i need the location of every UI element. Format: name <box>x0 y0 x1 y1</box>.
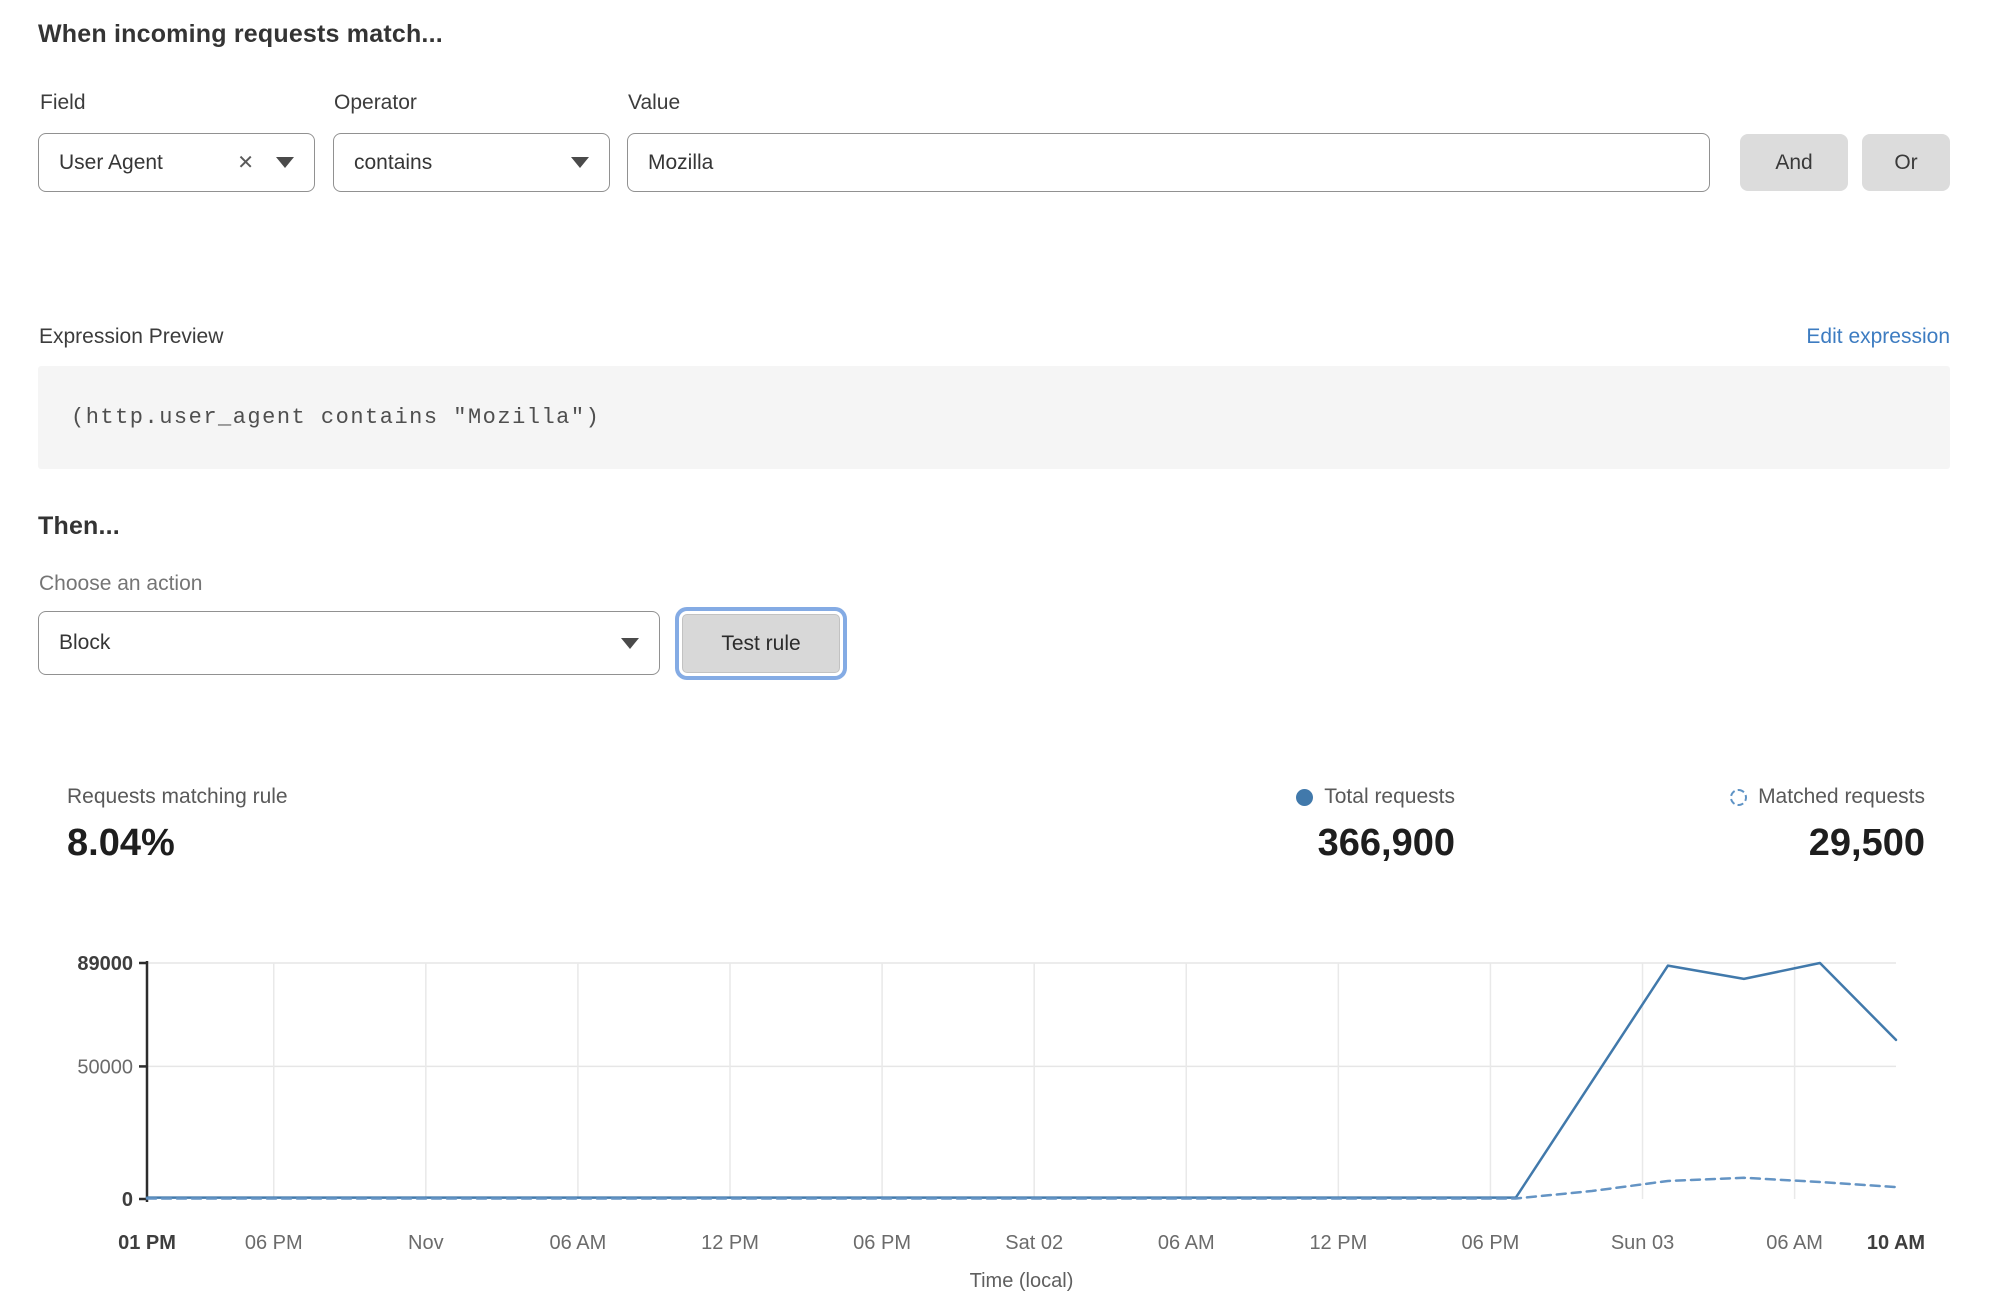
expression-code: (http.user_agent contains "Mozilla") <box>71 405 601 430</box>
page-title: When incoming requests match... <box>38 20 443 48</box>
chevron-down-icon <box>621 637 639 649</box>
clear-field-icon[interactable]: ✕ <box>237 152 254 174</box>
x-tick-label: 06 AM <box>1158 1232 1215 1254</box>
legend-total-requests-icon <box>1296 788 1314 806</box>
y-tick-label: 0 <box>122 1189 133 1211</box>
choose-action-label: Choose an action <box>39 572 203 595</box>
x-tick-label: 06 PM <box>245 1232 303 1254</box>
stat-total-label: Total requests <box>1324 785 1455 808</box>
value-label: Value <box>628 91 681 114</box>
stat-total: Total requests 366,900 <box>1296 785 1455 865</box>
stat-total-value: 366,900 <box>1317 822 1455 864</box>
value-input[interactable] <box>627 133 1710 192</box>
y-tick-label: 89000 <box>77 953 133 975</box>
chevron-down-icon <box>276 157 294 168</box>
operator-select-value: contains <box>354 150 433 174</box>
x-tick-label: 12 PM <box>1309 1232 1367 1254</box>
expression-preview-label: Expression Preview <box>39 325 224 348</box>
field-label: Field <box>40 91 86 114</box>
x-tick-label: 06 AM <box>1766 1232 1823 1254</box>
y-tick-label: 50000 <box>77 1056 133 1078</box>
stat-matching: Requests matching rule 8.04% <box>67 785 288 865</box>
stat-matching-value: 8.04% <box>67 822 175 864</box>
x-tick-label: 01 PM <box>118 1232 176 1254</box>
x-tick-label: 06 PM <box>1462 1232 1520 1254</box>
x-tick-label: Sun 03 <box>1611 1232 1674 1254</box>
operator-label: Operator <box>334 91 417 114</box>
action-select[interactable]: Block <box>38 611 660 675</box>
requests-chart: 0 50000 89000 01 PM 06 PM Nov 06 AM 12 PM 06 PM S… <box>77 953 1925 1292</box>
x-tick-label: 10 AM <box>1867 1232 1925 1254</box>
x-tick-label: Nov <box>408 1232 444 1254</box>
x-tick-label: 12 PM <box>701 1232 759 1254</box>
stat-matched-label: Matched requests <box>1758 785 1925 808</box>
stat-matching-label: Requests matching rule <box>67 785 288 808</box>
x-tick-label: 06 AM <box>550 1232 607 1254</box>
stat-matched-value: 29,500 <box>1808 822 1925 864</box>
and-button[interactable]: And <box>1740 134 1848 191</box>
x-axis-title: Time (local) <box>970 1270 1074 1292</box>
operator-select[interactable]: contains <box>333 133 610 192</box>
or-button[interactable]: Or <box>1862 134 1950 191</box>
legend-matched-requests-icon <box>1730 788 1748 806</box>
action-select-value: Block <box>59 631 111 654</box>
series-line-dashed <box>145 1176 1898 1200</box>
x-tick-label: Sat 02 <box>1005 1232 1063 1254</box>
series-line-solid <box>145 961 1898 1199</box>
stat-matched: Matched requests 29,500 <box>1730 785 1925 865</box>
expression-code-box: (http.user_agent contains "Mozilla") <box>38 366 1950 469</box>
edit-expression-link[interactable]: Edit expression <box>1806 325 1950 348</box>
chevron-down-icon <box>571 157 589 168</box>
test-rule-button[interactable]: Test rule <box>682 614 840 673</box>
then-heading: Then... <box>38 512 120 540</box>
x-tick-label: 06 PM <box>853 1232 911 1254</box>
field-select-value: User Agent <box>59 150 163 174</box>
field-select[interactable]: User Agent ✕ <box>38 133 315 192</box>
